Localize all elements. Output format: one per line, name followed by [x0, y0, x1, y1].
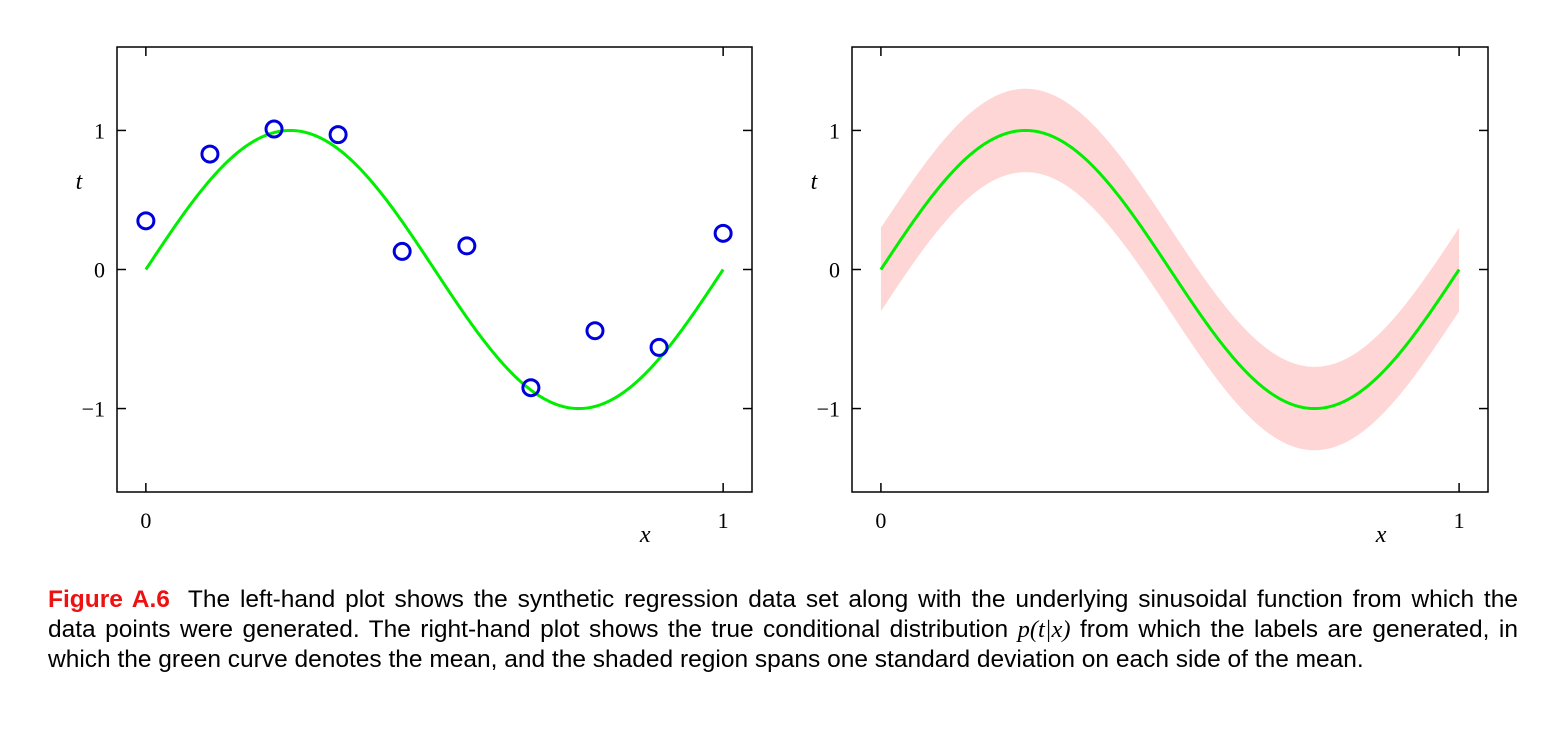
data-point — [200, 144, 220, 164]
data-point — [328, 125, 348, 145]
data-point — [136, 211, 156, 231]
y-tick-label: 1 — [829, 118, 840, 143]
figure-label: Figure A.6 — [48, 586, 170, 613]
figure-plots: 1 0 −1 0 1 x t 1 0 −1 0 1 x t — [76, 46, 1489, 548]
y-tick-label: −1 — [82, 397, 105, 422]
y-axis-label: t — [811, 169, 819, 195]
figure: 1 0 −1 0 1 x t 1 0 −1 0 1 x t — [76, 46, 1489, 548]
data-point — [457, 236, 477, 256]
figure-caption: Figure A.6 The left-hand plot shows the s… — [48, 585, 1518, 675]
y-tick-label: 0 — [94, 258, 105, 283]
y-tick-label: 1 — [94, 118, 105, 143]
sine-curve — [879, 128, 1461, 411]
caption-math: p(t|x) — [1017, 616, 1071, 643]
y-tick-label: −1 — [817, 397, 840, 422]
y-tick-label: 0 — [829, 258, 840, 283]
x-axis-label: x — [639, 522, 651, 548]
x-tick-label: 1 — [1454, 508, 1465, 533]
y-axis-label: t — [76, 169, 84, 195]
data-point — [392, 241, 412, 261]
data-point — [713, 223, 733, 243]
right-plot: 1 0 −1 0 1 x t — [811, 46, 1489, 548]
x-tick-label: 0 — [140, 508, 151, 533]
sine-curve — [144, 128, 725, 411]
left-plot: 1 0 −1 0 1 x t — [76, 46, 753, 548]
x-tick-label: 1 — [718, 508, 729, 533]
data-point — [521, 378, 541, 398]
caption-text-part-1: The left-hand plot shows the synthetic r… — [48, 586, 1518, 643]
x-tick-label: 0 — [875, 508, 886, 533]
data-point — [585, 321, 605, 341]
data-point — [649, 337, 669, 357]
caption-text-part-2: from which the labels are generated, in … — [48, 616, 1518, 673]
x-axis-label: x — [1375, 522, 1387, 548]
data-point — [264, 119, 284, 139]
